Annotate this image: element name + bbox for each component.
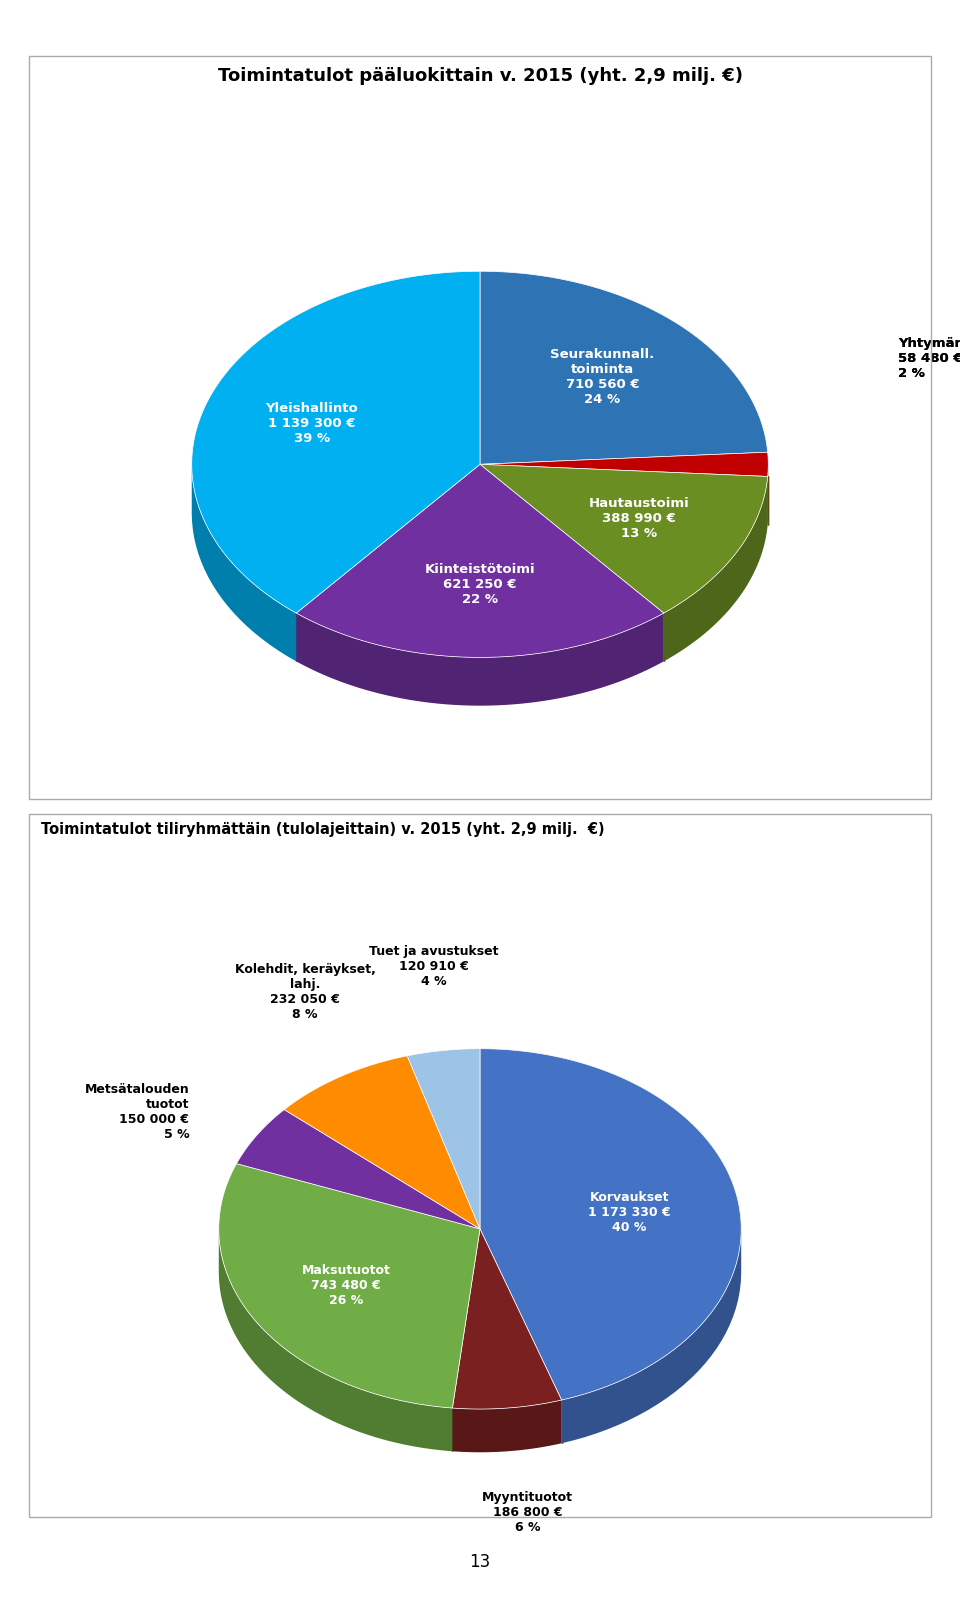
Text: Maksutuotot
743 480 €
26 %: Maksutuotot 743 480 € 26 % — [301, 1263, 391, 1306]
Text: Korvaukset
1 173 330 €
40 %: Korvaukset 1 173 330 € 40 % — [588, 1191, 671, 1234]
Polygon shape — [297, 465, 663, 658]
Text: Hautaustoimi
388 990 €
13 %: Hautaustoimi 388 990 € 13 % — [588, 497, 689, 540]
Polygon shape — [452, 1401, 562, 1452]
Text: Tuet ja avustukset
120 910 €
4 %: Tuet ja avustukset 120 910 € 4 % — [370, 945, 499, 989]
Text: Kiinteistötoimi
621 250 €
22 %: Kiinteistötoimi 621 250 € 22 % — [424, 562, 536, 605]
Polygon shape — [480, 1049, 741, 1401]
Polygon shape — [219, 1230, 452, 1452]
Text: Myyntituotot
186 800 €
6 %: Myyntituotot 186 800 € 6 % — [482, 1490, 573, 1533]
Polygon shape — [219, 1164, 480, 1409]
Polygon shape — [452, 1228, 562, 1409]
Text: 13: 13 — [469, 1552, 491, 1571]
Polygon shape — [192, 466, 297, 661]
Text: Metsätalouden
tuotot
150 000 €
5 %: Metsätalouden tuotot 150 000 € 5 % — [84, 1083, 189, 1140]
Polygon shape — [236, 1110, 480, 1228]
Text: Seurakunnall.
toiminta
710 560 €
24 %: Seurakunnall. toiminta 710 560 € 24 % — [550, 348, 655, 406]
Text: Toimintatulot pääluokittain v. 2015 (yht. 2,9 milj. €): Toimintatulot pääluokittain v. 2015 (yht… — [218, 67, 742, 85]
Polygon shape — [562, 1230, 741, 1444]
Text: Yhtymän srk.työ
58 480 €
2 %: Yhtymän srk.työ 58 480 € 2 % — [898, 337, 960, 380]
Polygon shape — [284, 1056, 480, 1228]
Polygon shape — [663, 476, 768, 661]
Polygon shape — [192, 271, 480, 613]
Polygon shape — [297, 613, 663, 706]
Text: Kolehdit, keräykset,
lahj.
232 050 €
8 %: Kolehdit, keräykset, lahj. 232 050 € 8 % — [235, 963, 375, 1020]
Polygon shape — [407, 1049, 480, 1228]
Text: Yleishallinto
1 139 300 €
39 %: Yleishallinto 1 139 300 € 39 % — [266, 402, 358, 446]
Polygon shape — [480, 452, 768, 476]
Text: Toimintatulot tiliryhmättäin (tulolajeittain) v. 2015 (yht. 2,9 milj.  €): Toimintatulot tiliryhmättäin (tulolajeit… — [40, 822, 604, 837]
Text: Yhtymän srk.työ
58 480 €
2 %: Yhtymän srk.työ 58 480 € 2 % — [898, 337, 960, 380]
Polygon shape — [480, 465, 768, 613]
Polygon shape — [480, 271, 768, 465]
